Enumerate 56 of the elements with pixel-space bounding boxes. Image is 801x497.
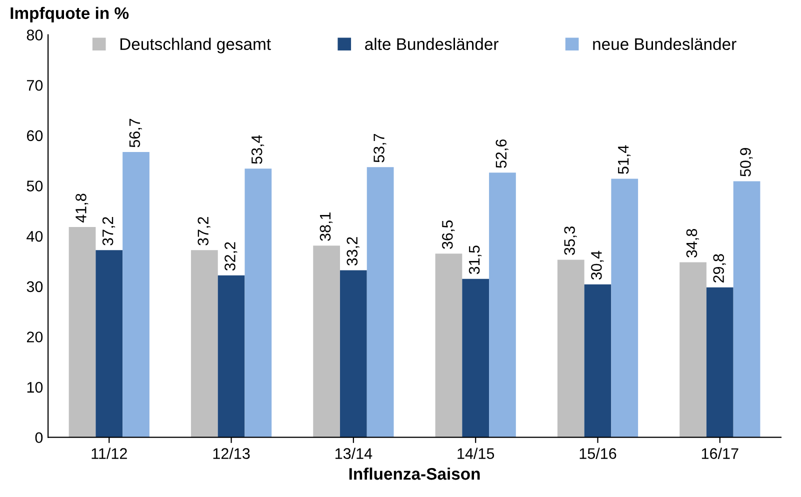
- data-label: 51,4: [618, 145, 631, 174]
- x-tick-label: 14/15: [458, 448, 494, 459]
- bar: [190, 250, 218, 438]
- x-tick-label: 11/12: [92, 448, 127, 459]
- y-tick-label: 0: [35, 432, 43, 444]
- bar: [96, 250, 123, 438]
- data-label: 36,5: [442, 220, 455, 249]
- data-label: 37,2: [102, 217, 116, 246]
- bar: [706, 287, 734, 438]
- legend-label: Deutschland gesamt: [120, 38, 271, 54]
- data-label: 37,2: [198, 217, 210, 246]
- data-label: 34,8: [686, 229, 699, 258]
- x-tick-label: 13/14: [335, 448, 372, 459]
- bar: [313, 246, 340, 438]
- data-label: 29,8: [713, 254, 726, 282]
- bar: [557, 260, 584, 438]
- x-tick-label: 15/16: [580, 448, 616, 459]
- bar: [366, 167, 394, 438]
- legend-label: alte Bundesländer: [365, 38, 498, 50]
- bar: [340, 270, 367, 438]
- y-tick-label: 60: [26, 130, 43, 142]
- bar: [218, 275, 245, 438]
- y-tick-label: 50: [26, 180, 43, 192]
- data-label: 50,9: [740, 148, 753, 176]
- bar: [680, 262, 706, 438]
- bar: [489, 172, 516, 438]
- bar: [611, 178, 638, 438]
- bar: [733, 181, 760, 438]
- y-tick-label: 10: [27, 382, 43, 393]
- y-tick-label: 70: [26, 80, 43, 91]
- x-axis-title: Influenza-Saison: [349, 468, 480, 480]
- data-label: 32,2: [224, 242, 238, 271]
- data-label: 41,8: [76, 194, 88, 222]
- bar: [244, 168, 272, 438]
- data-label: 35,3: [564, 226, 577, 255]
- bar: [68, 227, 96, 438]
- bar: [584, 284, 612, 438]
- y-tick-label: 40: [26, 230, 43, 242]
- y-axis-title: Impfquote in %: [10, 6, 129, 22]
- data-label: 53,7: [374, 134, 386, 162]
- y-tick-label: 20: [26, 332, 43, 342]
- data-label: 30,4: [591, 250, 604, 280]
- bar: [462, 278, 490, 438]
- data-label: 56,7: [129, 118, 142, 148]
- x-tick-label: 12/13: [213, 448, 250, 459]
- legend-label: neue Bundesländer: [593, 38, 736, 50]
- bar: [435, 254, 462, 438]
- data-label: 31,5: [468, 246, 482, 274]
- data-label: 33,2: [346, 237, 360, 266]
- data-label: 38,1: [320, 212, 332, 241]
- y-tick-label: 80: [26, 30, 43, 40]
- data-label: 52,6: [496, 139, 508, 168]
- data-label: 53,4: [251, 135, 264, 164]
- y-tick-label: 30: [26, 281, 43, 292]
- bar: [122, 152, 150, 438]
- x-tick-label: 16/17: [702, 448, 738, 459]
